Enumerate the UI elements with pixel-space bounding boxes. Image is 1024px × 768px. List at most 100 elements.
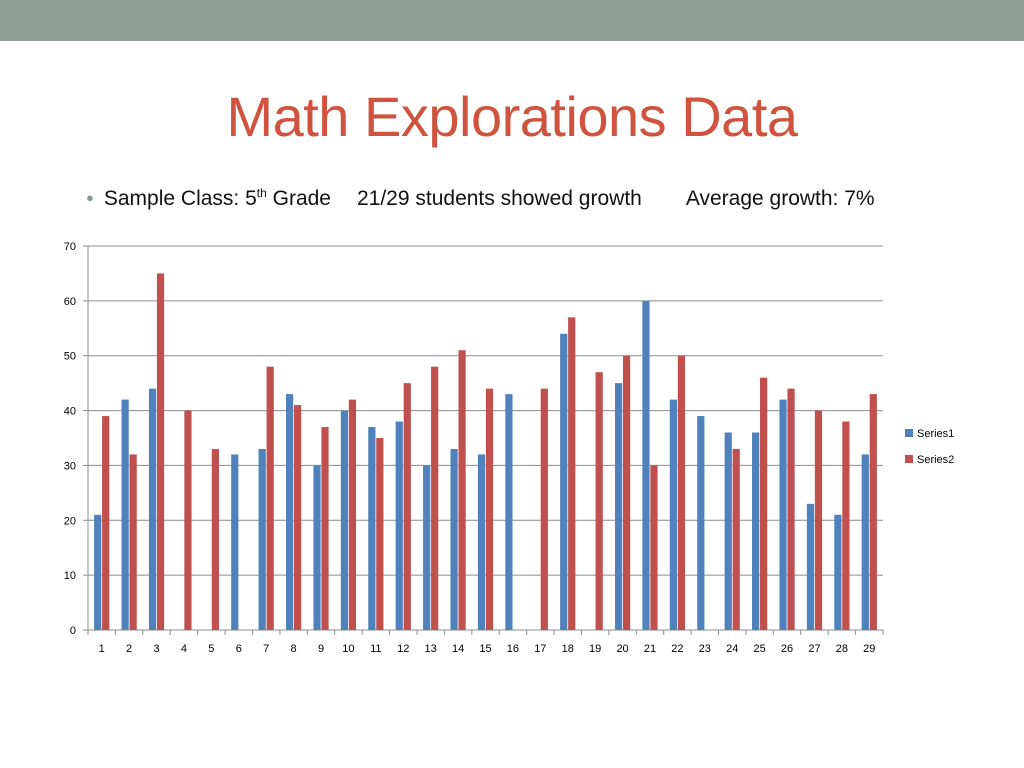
x-tick-label: 28 <box>836 643 848 655</box>
y-tick-label: 10 <box>64 570 76 582</box>
bar-series2 <box>458 350 466 630</box>
x-tick-label: 27 <box>808 643 820 655</box>
bar-series1 <box>752 432 760 630</box>
x-tick-label: 7 <box>263 643 269 655</box>
bar-series1 <box>450 448 458 630</box>
x-tick-label: 10 <box>342 643 354 655</box>
x-tick-label: 3 <box>153 643 159 655</box>
bar-series2 <box>294 405 302 630</box>
x-tick-label: 18 <box>562 643 574 655</box>
growth-count-text: 21/29 students showed growth <box>356 187 642 210</box>
bar-series1 <box>121 399 129 630</box>
bar-series2 <box>760 377 768 630</box>
y-tick-label: 70 <box>64 241 76 253</box>
bar-series1 <box>642 300 650 630</box>
bar-series1 <box>779 399 787 630</box>
slide-title: Math Explorations Data <box>226 85 798 148</box>
y-tick-label: 40 <box>64 406 76 418</box>
bar-series1 <box>395 421 403 630</box>
bar-series1 <box>806 503 815 630</box>
bar-series2 <box>622 355 631 630</box>
bar-series2 <box>102 416 110 630</box>
bar-series2 <box>568 317 576 630</box>
x-tick-label: 4 <box>181 643 187 655</box>
bar-series2 <box>650 465 658 630</box>
bar-series2 <box>842 421 850 630</box>
x-tick-label: 17 <box>534 643 546 655</box>
bar-series1 <box>697 416 705 630</box>
average-growth-text: Average growth: 7% <box>685 187 875 210</box>
bar-series1 <box>148 388 157 630</box>
bar-series1 <box>477 454 486 630</box>
bar-series1 <box>669 399 677 630</box>
bar-series1 <box>368 427 376 630</box>
x-tick-label: 2 <box>126 643 132 655</box>
bar-series2 <box>595 372 603 630</box>
x-tick-label: 19 <box>589 643 601 655</box>
bar-series2 <box>485 388 494 630</box>
legend-label-series1: Series1 <box>917 428 954 440</box>
bullet-icon: ● <box>86 189 94 205</box>
subtitle-row: ● Sample Class: 5th Grade 21/29 students s… <box>86 186 875 216</box>
bar-series1 <box>614 383 623 630</box>
x-tick-label: 14 <box>452 643 464 655</box>
x-tick-label: 25 <box>754 643 766 655</box>
x-tick-label: 15 <box>479 643 491 655</box>
bar-series1 <box>231 454 239 630</box>
bar-series2 <box>266 366 274 630</box>
x-tick-label: 24 <box>726 643 738 655</box>
x-tick-label: 20 <box>616 643 628 655</box>
x-tick-label: 11 <box>370 643 381 655</box>
sample-class-text: Sample Class: 5th Grade <box>104 186 331 211</box>
y-tick-label: 50 <box>64 351 76 363</box>
bar-series2 <box>403 383 411 630</box>
bar-series2 <box>431 366 439 630</box>
bar-series2 <box>129 454 137 630</box>
x-tick-label: 6 <box>236 643 242 655</box>
bar-series2 <box>184 410 192 630</box>
x-tick-label: 21 <box>644 643 656 655</box>
sample-class-prefix: Sample Class: 5 <box>103 187 257 210</box>
bar-series2 <box>156 273 165 630</box>
sample-class-sup: th <box>256 186 267 200</box>
bar-series2 <box>348 399 357 630</box>
x-tick-label: 29 <box>863 643 875 655</box>
bar-series1 <box>340 410 349 630</box>
x-tick-label: 13 <box>425 643 437 655</box>
y-tick-label: 20 <box>64 515 76 527</box>
bar-series2 <box>787 388 795 630</box>
bar-series2 <box>869 394 877 630</box>
x-tick-label: 22 <box>671 643 683 655</box>
bar-series1 <box>423 465 431 630</box>
bar-series2 <box>677 355 685 630</box>
legend-label-series2: Series2 <box>917 454 954 466</box>
bar-series1 <box>861 454 869 630</box>
x-tick-label: 1 <box>99 643 105 655</box>
bar-series1 <box>724 432 732 630</box>
legend-swatch-series2 <box>905 455 913 463</box>
x-tick-label: 9 <box>318 643 324 655</box>
sample-class-suffix: Grade <box>266 187 331 210</box>
y-tick-label: 30 <box>64 460 76 472</box>
bar-series1 <box>505 394 513 630</box>
bar-series1 <box>258 448 266 630</box>
x-tick-label: 12 <box>397 643 409 655</box>
x-tick-label: 23 <box>699 643 711 655</box>
legend-swatch-series1 <box>905 429 913 437</box>
bar-series2 <box>211 448 219 630</box>
bar-series2 <box>732 448 740 630</box>
bar-series1 <box>313 465 321 630</box>
x-tick-label: 5 <box>208 643 214 655</box>
bar-series2 <box>321 427 329 630</box>
x-tick-label: 16 <box>507 643 519 655</box>
y-tick-label: 60 <box>64 296 76 308</box>
bar-series1 <box>286 394 294 630</box>
x-tick-label: 26 <box>781 643 793 655</box>
x-tick-label: 8 <box>291 643 297 655</box>
bar-series1 <box>560 333 568 630</box>
y-tick-label: 0 <box>70 625 76 637</box>
bar-series2 <box>540 388 548 630</box>
top-band <box>0 0 1024 41</box>
bar-series1 <box>834 514 842 630</box>
